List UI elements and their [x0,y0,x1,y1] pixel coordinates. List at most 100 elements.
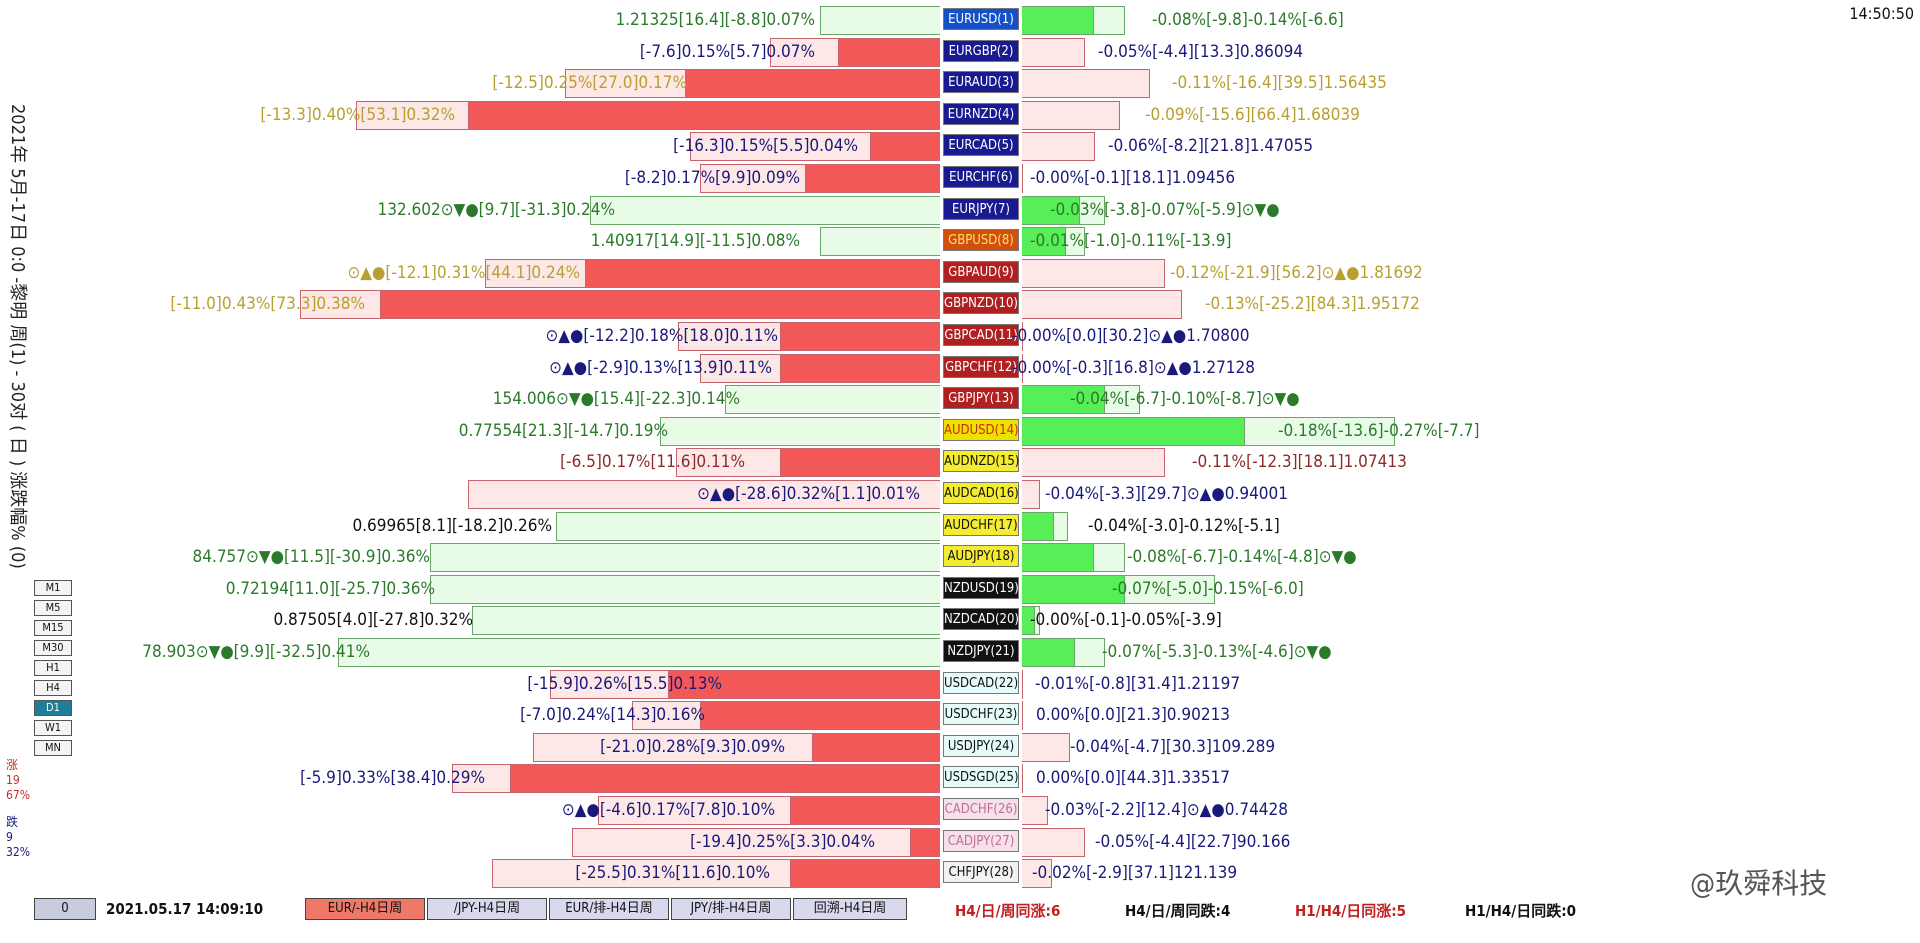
pair-label[interactable]: AUDUSD(14) [943,418,1019,441]
filter-button-eur[interactable]: EUR/-H4日周 [305,898,425,920]
pair-row: GBPCAD(11) ⊙▲●[-12.2]0.18%[18.0]0.11% -0.0… [0,322,1920,351]
right-value-text: -0.05%[-4.4][13.3]0.86094 [1098,41,1304,62]
pair-label[interactable]: USDJPY(24) [943,734,1019,757]
pair-label[interactable]: AUDNZD(15) [943,450,1019,473]
left-inner-bar [780,353,940,383]
pair-label[interactable]: NZDCAD(20) [943,608,1019,631]
left-value-text: [-13.3]0.40%[53.1]0.32% [260,104,455,125]
pair-row: USDSGD(25) [-5.9]0.33%[38.4]0.29% 0.00%[0.… [0,764,1920,794]
left-inner-bar [510,764,940,794]
pair-label[interactable]: NZDUSD(19) [943,576,1019,599]
pair-label[interactable]: GBPCAD(11) [943,324,1019,346]
left-value-text: [-8.2]0.17%[9.9]0.09% [624,168,800,188]
left-outer-bar [820,6,940,35]
right-outer-bar [1022,100,1120,130]
left-outer-bar [338,638,940,667]
filter-button-backtrack[interactable]: 回溯-H4日周 [793,898,907,920]
left-value-text: [-21.0]0.28%[9.3]0.09% [600,736,785,757]
timeframe-button-h4[interactable]: H4 [34,680,72,696]
timeframe-button-m5[interactable]: M5 [34,600,72,616]
filter-button-jpy[interactable]: /JPY-H4日周 [427,898,547,920]
pair-label[interactable]: NZDJPY(21) [943,640,1019,662]
left-outer-bar [590,195,940,225]
left-inner-bar [685,69,940,99]
pair-label[interactable]: AUDJPY(18) [943,545,1019,568]
stat-h1-h4-day-down: H1/H4/日同跌:0 [1465,902,1577,920]
pair-label[interactable]: CADJPY(27) [943,829,1019,852]
filter-button-jpy-rank[interactable]: JPY/排-H4日周 [671,898,791,920]
pair-label[interactable]: GBPAUD(9) [943,260,1019,283]
pair-label[interactable]: USDCHF(23) [943,703,1019,726]
left-value-text: [-25.5]0.31%[11.6]0.10% [575,863,770,884]
bottom-bar: 0 2021.05.17 14:09:10 EUR/-H4日周 /JPY-H4日… [0,898,1920,922]
pair-label[interactable]: EURCAD(5) [943,134,1019,157]
right-outer-bar [1022,764,1023,794]
left-inner-bar [790,859,940,889]
pair-label[interactable]: EURGBP(2) [943,39,1019,62]
filter-button-eur-rank[interactable]: EUR/排-H4日周 [549,898,669,920]
left-inner-bar [790,796,940,825]
left-value-text: [-7.0]0.24%[14.3]0.16% [520,705,705,726]
up-label: 涨 [6,758,19,772]
right-outer-bar [1022,732,1070,762]
left-value-text: [-7.6]0.15%[5.7]0.07% [639,41,815,62]
left-outer-bar [820,227,940,257]
pair-label[interactable]: GBPJPY(13) [943,387,1019,410]
pair-label[interactable]: USDSGD(25) [943,766,1019,789]
pair-label[interactable]: AUDCAD(16) [943,482,1019,504]
left-inner-bar [812,732,940,762]
pair-row: AUDJPY(18) 84.757⊙▼●[11.5][-30.9]0.36% -0.… [0,543,1920,573]
left-inner-bar [468,100,940,130]
right-inner-bar [1022,574,1125,604]
right-value-text: -0.03%[-2.2][12.4]⊙▲●0.74428 [1045,800,1288,820]
right-value-text: -0.04%[-3.0]-0.12%[-5.1] [1088,515,1280,536]
right-outer-bar [1022,827,1085,857]
right-outer-bar [1022,480,1040,509]
pair-label[interactable]: EURNZD(4) [943,102,1019,125]
right-value-text: -0.05%[-4.4][22.7]90.166 [1095,831,1291,852]
timeframe-button-w1[interactable]: W1 [34,720,72,736]
pair-row: GBPNZD(10) [-11.0]0.43%[73.3]0.38% -0.13%[… [0,290,1920,320]
right-value-text: -0.01%[-0.8][31.4]1.21197 [1035,673,1241,694]
right-value-text: -0.04%[-3.3][29.7]⊙▲●0.94001 [1045,484,1288,504]
pair-label[interactable]: AUDCHF(17) [943,513,1019,536]
timeframe-button-d1[interactable]: D1 [34,700,72,716]
pair-label[interactable]: EURAUD(3) [943,71,1019,94]
left-value-text: [-5.9]0.33%[38.4]0.29% [300,768,485,789]
left-inner-bar [870,132,940,162]
timeframe-button-h1[interactable]: H1 [34,660,72,676]
pair-label[interactable]: CHFJPY(28) [943,861,1019,884]
right-value-text: -0.03%[-3.8]-0.07%[-5.9]⊙▼● [1050,199,1280,220]
pair-row: GBPCHF(12) ⊙▲●[-2.9]0.13%[13.9]0.11% -0.00… [0,353,1920,383]
pair-row: EURJPY(7) 132.602⊙▼●[9.7][-31.3]0.24% -0.0… [0,195,1920,225]
bottom-datetime: 2021.05.17 14:09:10 [106,900,264,918]
pair-row: EURNZD(4) [-13.3]0.40%[53.1]0.32% -0.09%[-… [0,100,1920,130]
left-outer-bar [660,416,940,446]
pair-label[interactable]: EURCHF(6) [943,166,1019,188]
timeframe-button-mn[interactable]: MN [34,740,72,756]
right-outer-bar [1022,859,1052,889]
left-value-text: ⊙▲●[-12.2]0.18%[18.0]0.11% [545,326,778,346]
left-inner-bar [585,258,940,288]
pair-label[interactable]: EURUSD(1) [943,8,1019,30]
left-value-text: 0.69965[8.1][-18.2]0.26% [352,515,552,536]
timeframe-button-m15[interactable]: M15 [34,620,72,636]
pair-row: CADCHF(26) ⊙▲●[-4.6]0.17%[7.8]0.10% -0.03%… [0,796,1920,825]
left-inner-bar [838,37,940,67]
pair-label[interactable]: GBPNZD(10) [943,292,1019,315]
right-value-text: -0.08%[-6.7]-0.14%[-4.8]⊙▼● [1127,547,1357,568]
right-outer-bar [1022,701,1023,731]
right-value-text: -0.00%[0.0][30.2]⊙▲●1.70800 [1012,326,1250,346]
pair-row: AUDNZD(15) [-6.5]0.17%[11.6]0.11% -0.11%[-… [0,448,1920,478]
pair-label[interactable]: CADCHF(26) [943,798,1019,820]
timeframe-button-m1[interactable]: M1 [34,580,72,596]
pair-label[interactable]: USDCAD(22) [943,671,1019,694]
right-inner-bar [1022,638,1075,667]
pair-label[interactable]: GBPCHF(12) [943,355,1019,378]
pair-label[interactable]: EURJPY(7) [943,197,1019,220]
up-pct: 67% [6,788,30,802]
left-inner-bar [780,322,940,351]
timeframe-button-m30[interactable]: M30 [34,640,72,656]
zero-button[interactable]: 0 [34,898,96,920]
pair-label[interactable]: GBPUSD(8) [943,229,1019,252]
